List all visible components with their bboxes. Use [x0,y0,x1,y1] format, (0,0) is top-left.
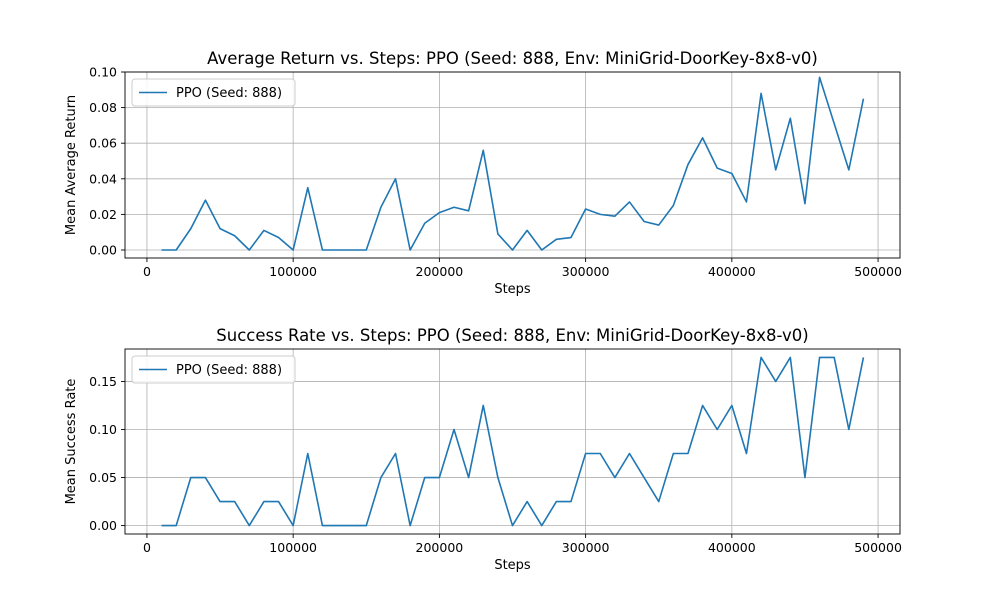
y-tick-label: 0.00 [89,518,117,533]
x-tick-label: 300000 [562,540,610,555]
x-tick-label: 0 [143,264,151,279]
axes-frame [124,348,901,535]
series-line [161,76,865,251]
y-tick-label: 0.05 [89,470,117,485]
legend-box [131,355,296,384]
y-axis-label: Mean Average Return [64,95,79,235]
legend-box [131,78,296,107]
x-tick-label: 100000 [269,264,317,279]
legend-label: PPO (Seed: 888) [176,86,282,101]
y-tick-label: 0.10 [89,65,117,80]
axes-frame [124,71,901,259]
y-axis-label: Mean Success Rate [64,379,79,505]
y-tick-label: 0.15 [89,374,117,389]
chart-panel-2: 0 100000 200000 300000 400000 500000 0.00 0.05 0… [64,326,902,573]
x-tick-label: 500000 [854,264,902,279]
x-tick-label: 200000 [416,264,464,279]
x-tick-label: 200000 [416,540,464,555]
x-tick-label: 100000 [269,540,317,555]
legend: PPO (Seed: 888) [131,78,296,107]
series-line [161,356,865,527]
y-tick-label: 0.00 [89,242,117,257]
x-tick-label: 500000 [854,540,902,555]
x-axis-label: Steps [494,282,531,297]
y-tick-label: 0.10 [89,422,117,437]
legend-label: PPO (Seed: 888) [176,363,282,378]
y-tick-label: 0.06 [89,136,117,151]
chart-title: Average Return vs. Steps: PPO (Seed: 888… [207,49,818,68]
y-tick-label: 0.04 [89,171,117,186]
x-tick-label: 0 [143,540,151,555]
x-axis-label: Steps [494,558,531,573]
x-tick-label: 400000 [708,264,756,279]
legend: PPO (Seed: 888) [131,355,296,384]
x-tick-label: 400000 [708,540,756,555]
chart-panel-1: 0 100000 200000 300000 400000 500000 0.00 0.02 0… [64,49,902,297]
y-tick-label: 0.08 [89,100,117,115]
x-tick-label: 300000 [562,264,610,279]
chart-title: Success Rate vs. Steps: PPO (Seed: 888, … [216,326,808,345]
y-tick-label: 0.02 [89,207,117,222]
